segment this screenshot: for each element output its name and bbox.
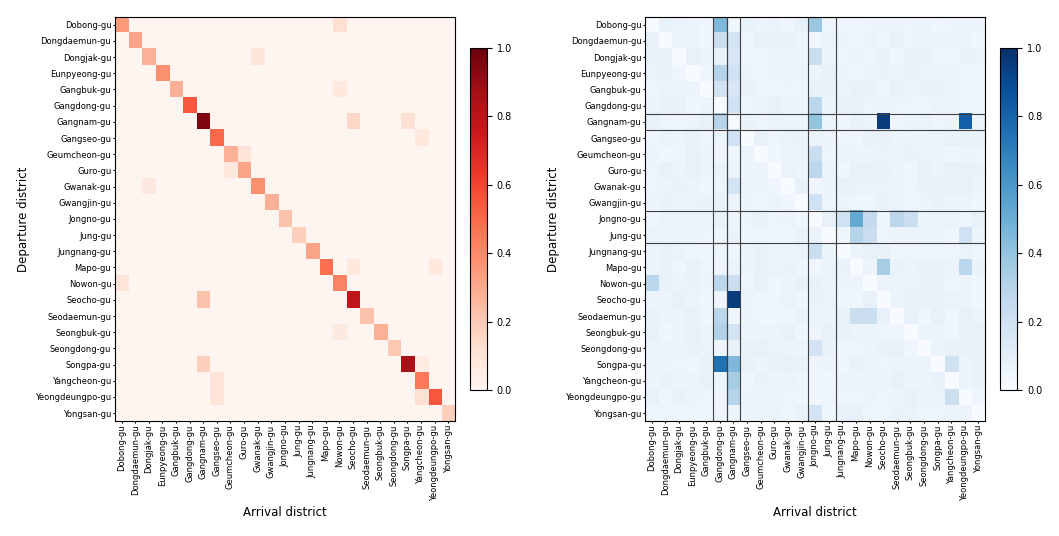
Y-axis label: Departure district: Departure district bbox=[546, 166, 560, 272]
Y-axis label: Departure district: Departure district bbox=[17, 166, 30, 272]
X-axis label: Arrival district: Arrival district bbox=[244, 507, 327, 519]
Bar bbox=[713, 17, 726, 421]
Bar bbox=[726, 17, 740, 421]
Bar bbox=[808, 17, 836, 421]
X-axis label: Arrival district: Arrival district bbox=[773, 507, 857, 519]
Bar bbox=[645, 114, 985, 130]
Bar bbox=[645, 211, 985, 243]
